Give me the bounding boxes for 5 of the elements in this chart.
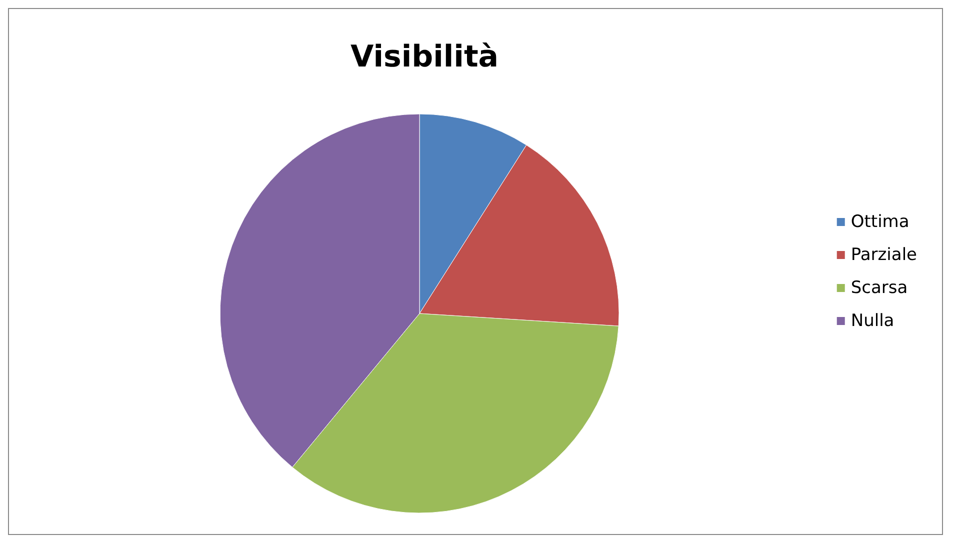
legend-label: Parziale [850, 245, 917, 265]
legend-label: Ottima [850, 212, 910, 232]
chart-title: Visibilità [350, 40, 499, 74]
legend-label: Scarsa [850, 278, 908, 298]
legend-label: Nulla [850, 311, 894, 331]
